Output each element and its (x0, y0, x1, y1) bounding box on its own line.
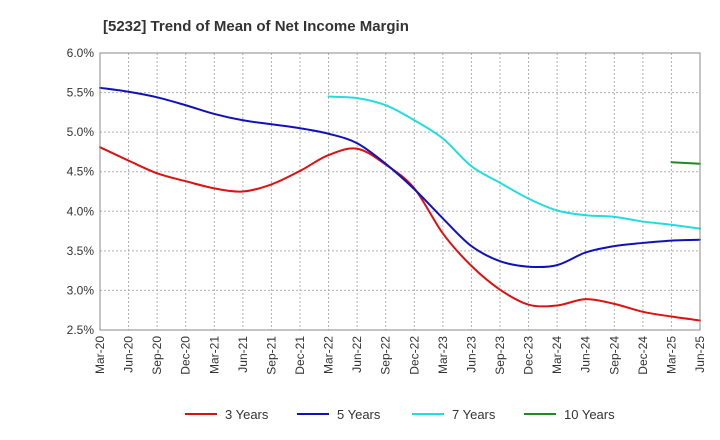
y-tick-label: 5.5% (67, 86, 95, 100)
series-line-5-years (99, 86, 701, 269)
y-tick-label: 2.5% (67, 323, 95, 337)
series-line-10-years (670, 161, 701, 165)
x-tick-label: Dec-22 (407, 336, 421, 375)
y-tick-label: 6.0% (67, 46, 95, 60)
legend: 3 Years 5 Years 7 Years 10 Years (185, 407, 615, 422)
y-tick-label: 5.0% (67, 125, 95, 139)
series-lines (99, 86, 701, 322)
x-tick-label: Jun-25 (693, 336, 707, 373)
y-tick-label: 4.5% (67, 165, 95, 179)
x-tick-label: Dec-20 (179, 336, 193, 375)
plot-frame (99, 52, 701, 331)
x-tick-label: Mar-22 (322, 336, 336, 374)
x-tick-label: Sep-24 (607, 336, 621, 375)
series-line-7-years (327, 95, 701, 230)
y-tick-label: 4.0% (67, 204, 95, 218)
legend-label-3-years: 3 Years (225, 407, 269, 422)
x-tick-label: Jun-22 (350, 336, 364, 373)
y-tick-label: 3.5% (67, 244, 95, 258)
x-tick-label: Dec-21 (293, 336, 307, 375)
x-tick-label: Mar-21 (207, 336, 221, 374)
x-tick-label: Jun-24 (579, 336, 593, 373)
x-tick-label: Jun-23 (464, 336, 478, 373)
x-tick-label: Sep-23 (493, 336, 507, 375)
x-tick-label: Dec-24 (636, 336, 650, 375)
y-tick-label: 3.0% (67, 283, 95, 297)
x-tick-label: Sep-22 (379, 336, 393, 375)
x-tick-label: Mar-20 (93, 336, 107, 374)
x-tick-label: Sep-21 (264, 336, 278, 375)
grid (99, 52, 701, 331)
x-tick-label: Sep-20 (150, 336, 164, 375)
x-tick-label: Dec-23 (522, 336, 536, 375)
x-tick-label: Jun-20 (122, 336, 136, 373)
x-tick-label: Mar-25 (664, 336, 678, 374)
legend-label-7-years: 7 Years (452, 407, 496, 422)
x-tick-label: Jun-21 (236, 336, 250, 373)
series-line-3-years (99, 146, 701, 322)
legend-label-10-years: 10 Years (564, 407, 615, 422)
axes: 2.5% 3.0% 3.5% 4.0% 4.5% 5.0% 5.5% 6.0% Mar-20 Ju… (67, 46, 707, 375)
x-tick-label: Mar-23 (436, 336, 450, 374)
chart-title: [5232] Trend of Mean of Net Income Margi… (103, 18, 409, 35)
legend-label-5-years: 5 Years (337, 407, 381, 422)
x-tick-label: Mar-24 (550, 336, 564, 374)
